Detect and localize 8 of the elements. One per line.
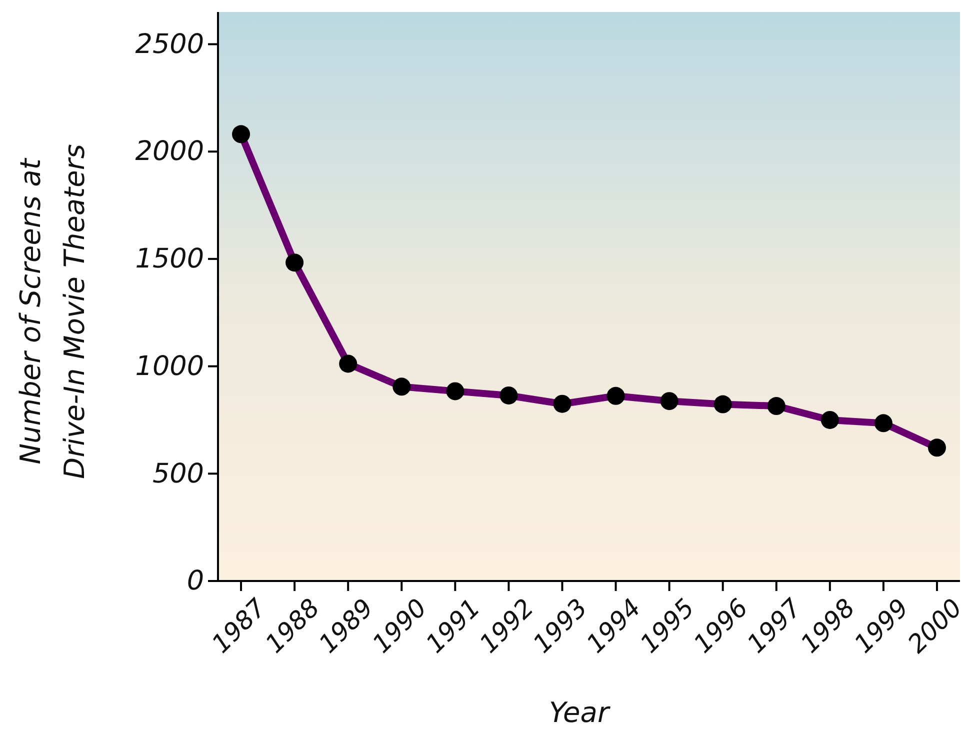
y-tick-label: 2500 (135, 28, 204, 60)
y-tick-label: 1500 (135, 244, 204, 275)
y-tick-label: 0 (186, 566, 204, 597)
x-axis-title: Year (549, 696, 610, 729)
y-axis-title: Number of Screens at Drive-In Movie Theaters (14, 144, 91, 479)
y-tick-label: 1000 (135, 350, 204, 382)
y-tick-label: 2000 (135, 136, 204, 168)
y-tick-label: 500 (152, 458, 204, 490)
